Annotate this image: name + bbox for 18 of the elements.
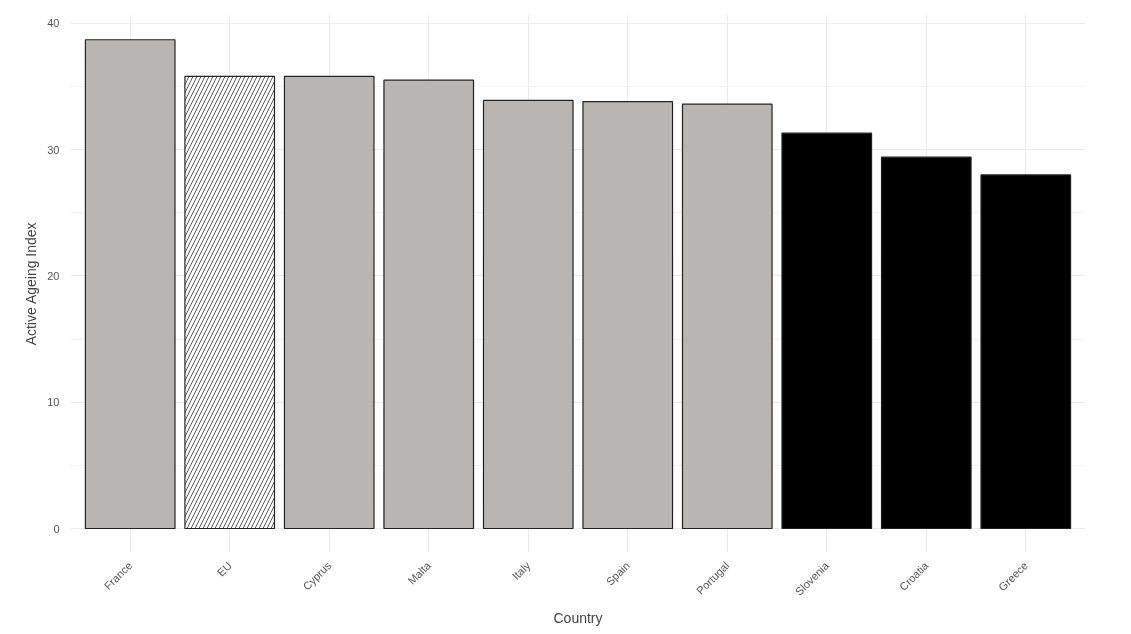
x-tick-label: EU <box>214 559 234 579</box>
y-tick-label: 20 <box>47 269 60 282</box>
bar <box>482 99 574 530</box>
y-tick-label: 40 <box>47 17 60 30</box>
bar <box>681 103 773 530</box>
x-axis-title: Country <box>553 609 603 626</box>
y-axis-title: Active Ageing Index <box>23 222 40 346</box>
y-tick-label: 30 <box>47 143 60 156</box>
y-tick-label: 10 <box>47 396 60 409</box>
bar <box>383 79 475 530</box>
bar <box>980 174 1072 530</box>
bar <box>880 156 972 530</box>
bar <box>84 39 176 530</box>
bar <box>283 75 375 530</box>
x-tick-label: Italy <box>509 558 533 583</box>
bar <box>582 101 674 530</box>
bar <box>781 132 873 530</box>
y-tick-label: 0 <box>53 522 60 535</box>
